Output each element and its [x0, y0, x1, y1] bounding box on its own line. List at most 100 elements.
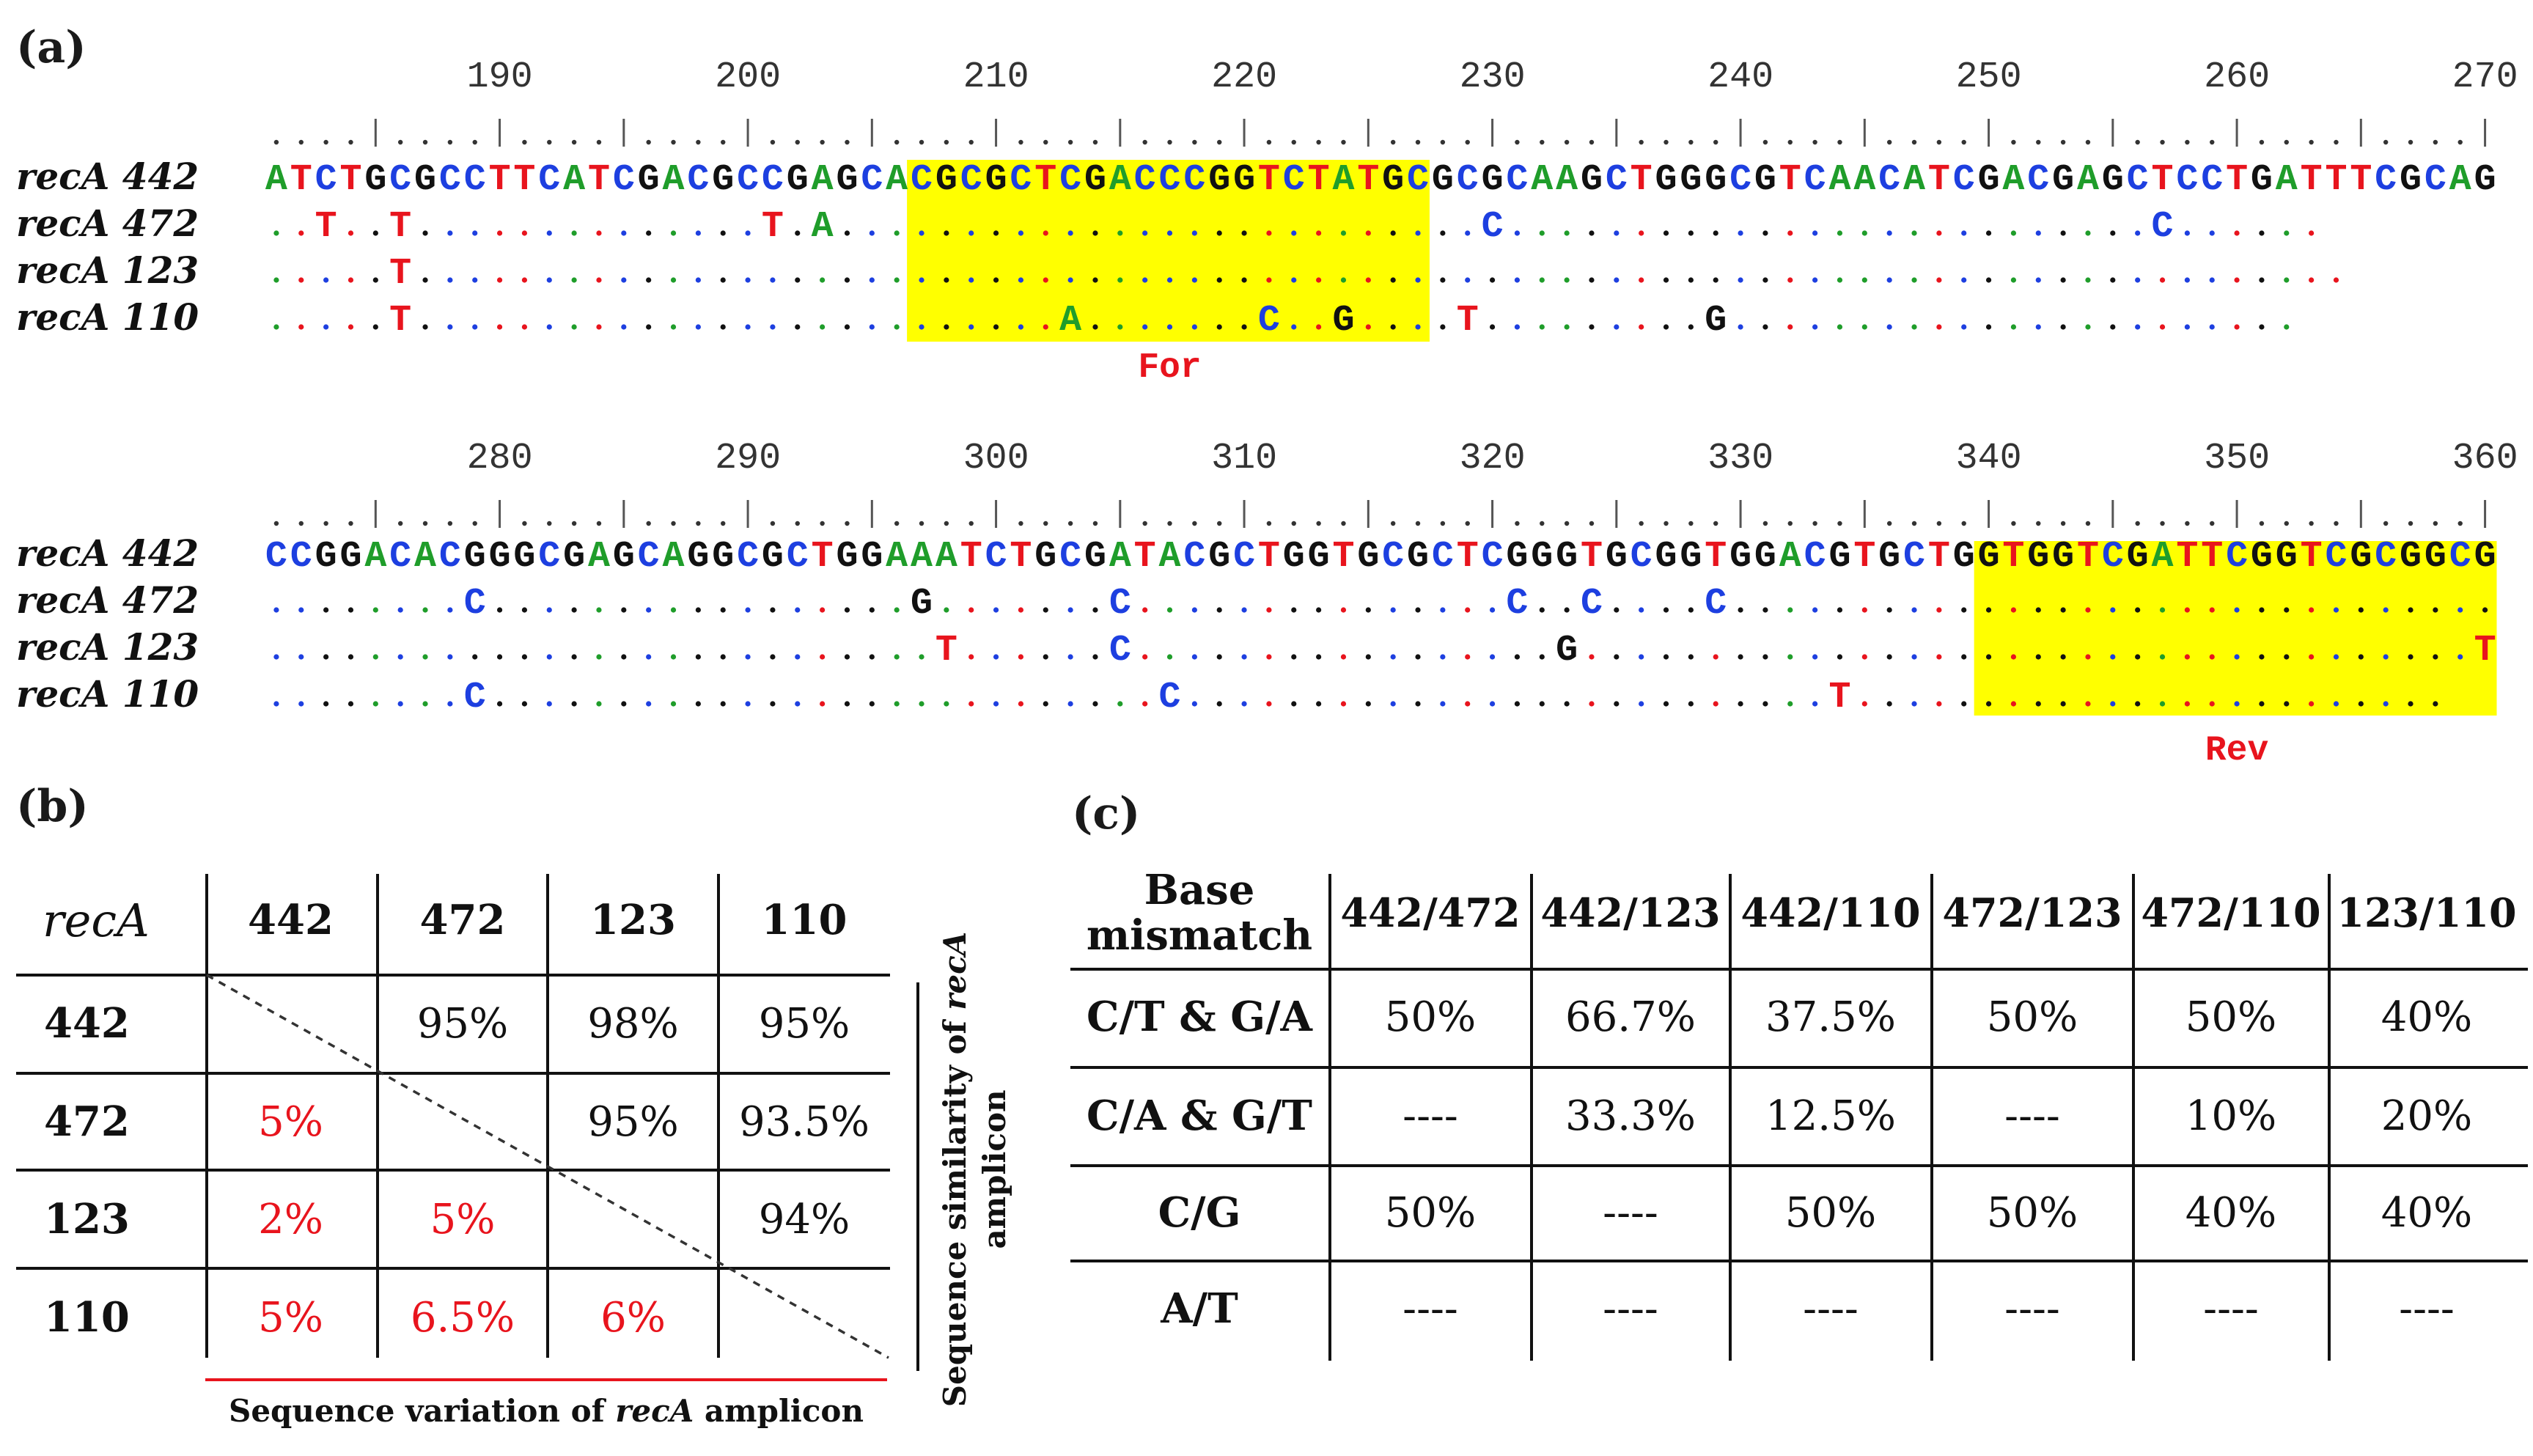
match-dot [1762, 277, 1768, 283]
base-letter: A [265, 159, 287, 201]
match-dot [894, 607, 900, 613]
match-dot [1861, 230, 1867, 236]
primer-highlight [907, 160, 1430, 342]
match-dot [2135, 607, 2141, 613]
ruler-dot [2210, 139, 2215, 145]
match-dot [1489, 607, 1496, 613]
match-dot [695, 654, 701, 660]
similarity-header-123: 123 [590, 896, 676, 944]
match-dot [1191, 277, 1197, 283]
match-dot [1886, 607, 1892, 613]
match-dot [472, 654, 478, 660]
mismatch-cell: 50% [1986, 1188, 2078, 1237]
match-dot [2284, 324, 2290, 330]
base-letter: G [1978, 159, 2000, 201]
base-letter: T [489, 159, 511, 201]
base-letter: T [2301, 536, 2323, 578]
base-letter: T [1134, 536, 1156, 578]
match-dot [1166, 230, 1173, 236]
mismatch-cell: 37.5% [1765, 993, 1896, 1041]
similarity-cell: 95% [416, 999, 509, 1048]
ruler-dot [2060, 139, 2066, 145]
match-dot [1589, 230, 1595, 236]
base-letter: C [464, 159, 486, 201]
base-letter: A [2077, 159, 2099, 201]
match-dot [596, 701, 602, 707]
base-letter: T [1705, 536, 1727, 578]
base-letter: G [911, 583, 933, 625]
match-dot [844, 701, 850, 707]
match-dot [1117, 230, 1123, 236]
match-dot [1018, 654, 1024, 660]
base-letter: G [339, 536, 361, 578]
match-dot [2159, 277, 2166, 283]
match-dot [472, 277, 478, 283]
match-dot [1390, 701, 1396, 707]
base-letter: C [2375, 159, 2397, 201]
match-dot [1886, 654, 1892, 660]
similarity-label-suffix: amplicon [977, 1089, 1012, 1249]
base-letter: C [985, 536, 1007, 578]
match-dot [1067, 654, 1073, 660]
ruler-dot [2160, 521, 2165, 526]
match-dot [1465, 230, 1471, 236]
match-dot [2259, 277, 2265, 283]
base-letter: C [1804, 159, 1826, 201]
match-dot [1241, 324, 1247, 330]
ruler-dot [1911, 521, 1917, 526]
match-dot [1043, 277, 1048, 283]
match-dot [2234, 607, 2240, 613]
match-dot [820, 277, 826, 283]
sequence-name: recA 110 [16, 672, 199, 716]
match-dot [348, 230, 354, 236]
match-dot [2035, 607, 2041, 613]
base-letter: T [1457, 300, 1479, 342]
ruler-dot [348, 139, 353, 145]
base-letter: G [1382, 159, 1404, 201]
base-letter: T [1928, 159, 1950, 201]
base-letter: C [1258, 300, 1280, 342]
ruler-dot [968, 521, 974, 526]
match-dot [1018, 701, 1024, 707]
ruler-dot [397, 139, 403, 145]
table-rule [2132, 874, 2135, 1361]
match-dot [496, 701, 503, 707]
match-dot [546, 654, 552, 660]
match-dot [1936, 324, 1942, 330]
match-dot [844, 324, 850, 330]
mismatch-cell: ---- [2203, 1284, 2259, 1333]
mismatch-cell: 40% [2381, 993, 2473, 1041]
match-dot [2085, 277, 2091, 283]
match-dot [1787, 607, 1793, 613]
match-dot [1514, 324, 1521, 330]
base-letter: C [265, 536, 287, 578]
match-dot [2135, 701, 2141, 707]
ruler-dot [1663, 139, 1669, 145]
match-dot [447, 701, 453, 707]
base-letter: T [339, 159, 361, 201]
match-dot [372, 230, 378, 236]
match-dot [1961, 701, 1967, 707]
match-dot [2457, 654, 2463, 660]
match-dot [1191, 324, 1197, 330]
base-letter: C [1059, 536, 1081, 578]
base-letter: G [1208, 536, 1230, 578]
match-dot [1316, 324, 1322, 330]
match-dot [496, 654, 503, 660]
match-dot [1018, 324, 1024, 330]
base-letter: G [836, 159, 858, 201]
ruler-dot [1142, 521, 1147, 526]
match-dot [1415, 607, 1421, 613]
mismatch-row-label: C/T & G/A [1087, 993, 1312, 1041]
match-dot [1762, 324, 1768, 330]
match-dot [1539, 230, 1545, 236]
match-dot [1266, 701, 1272, 707]
match-dot [1166, 654, 1173, 660]
base-letter: G [1556, 630, 1578, 672]
match-dot [496, 230, 503, 236]
match-dot [1911, 654, 1917, 660]
ruler-dot [1936, 139, 1942, 145]
match-dot [1911, 277, 1917, 283]
ruler-dot [1167, 139, 1172, 145]
match-dot [2433, 654, 2438, 660]
